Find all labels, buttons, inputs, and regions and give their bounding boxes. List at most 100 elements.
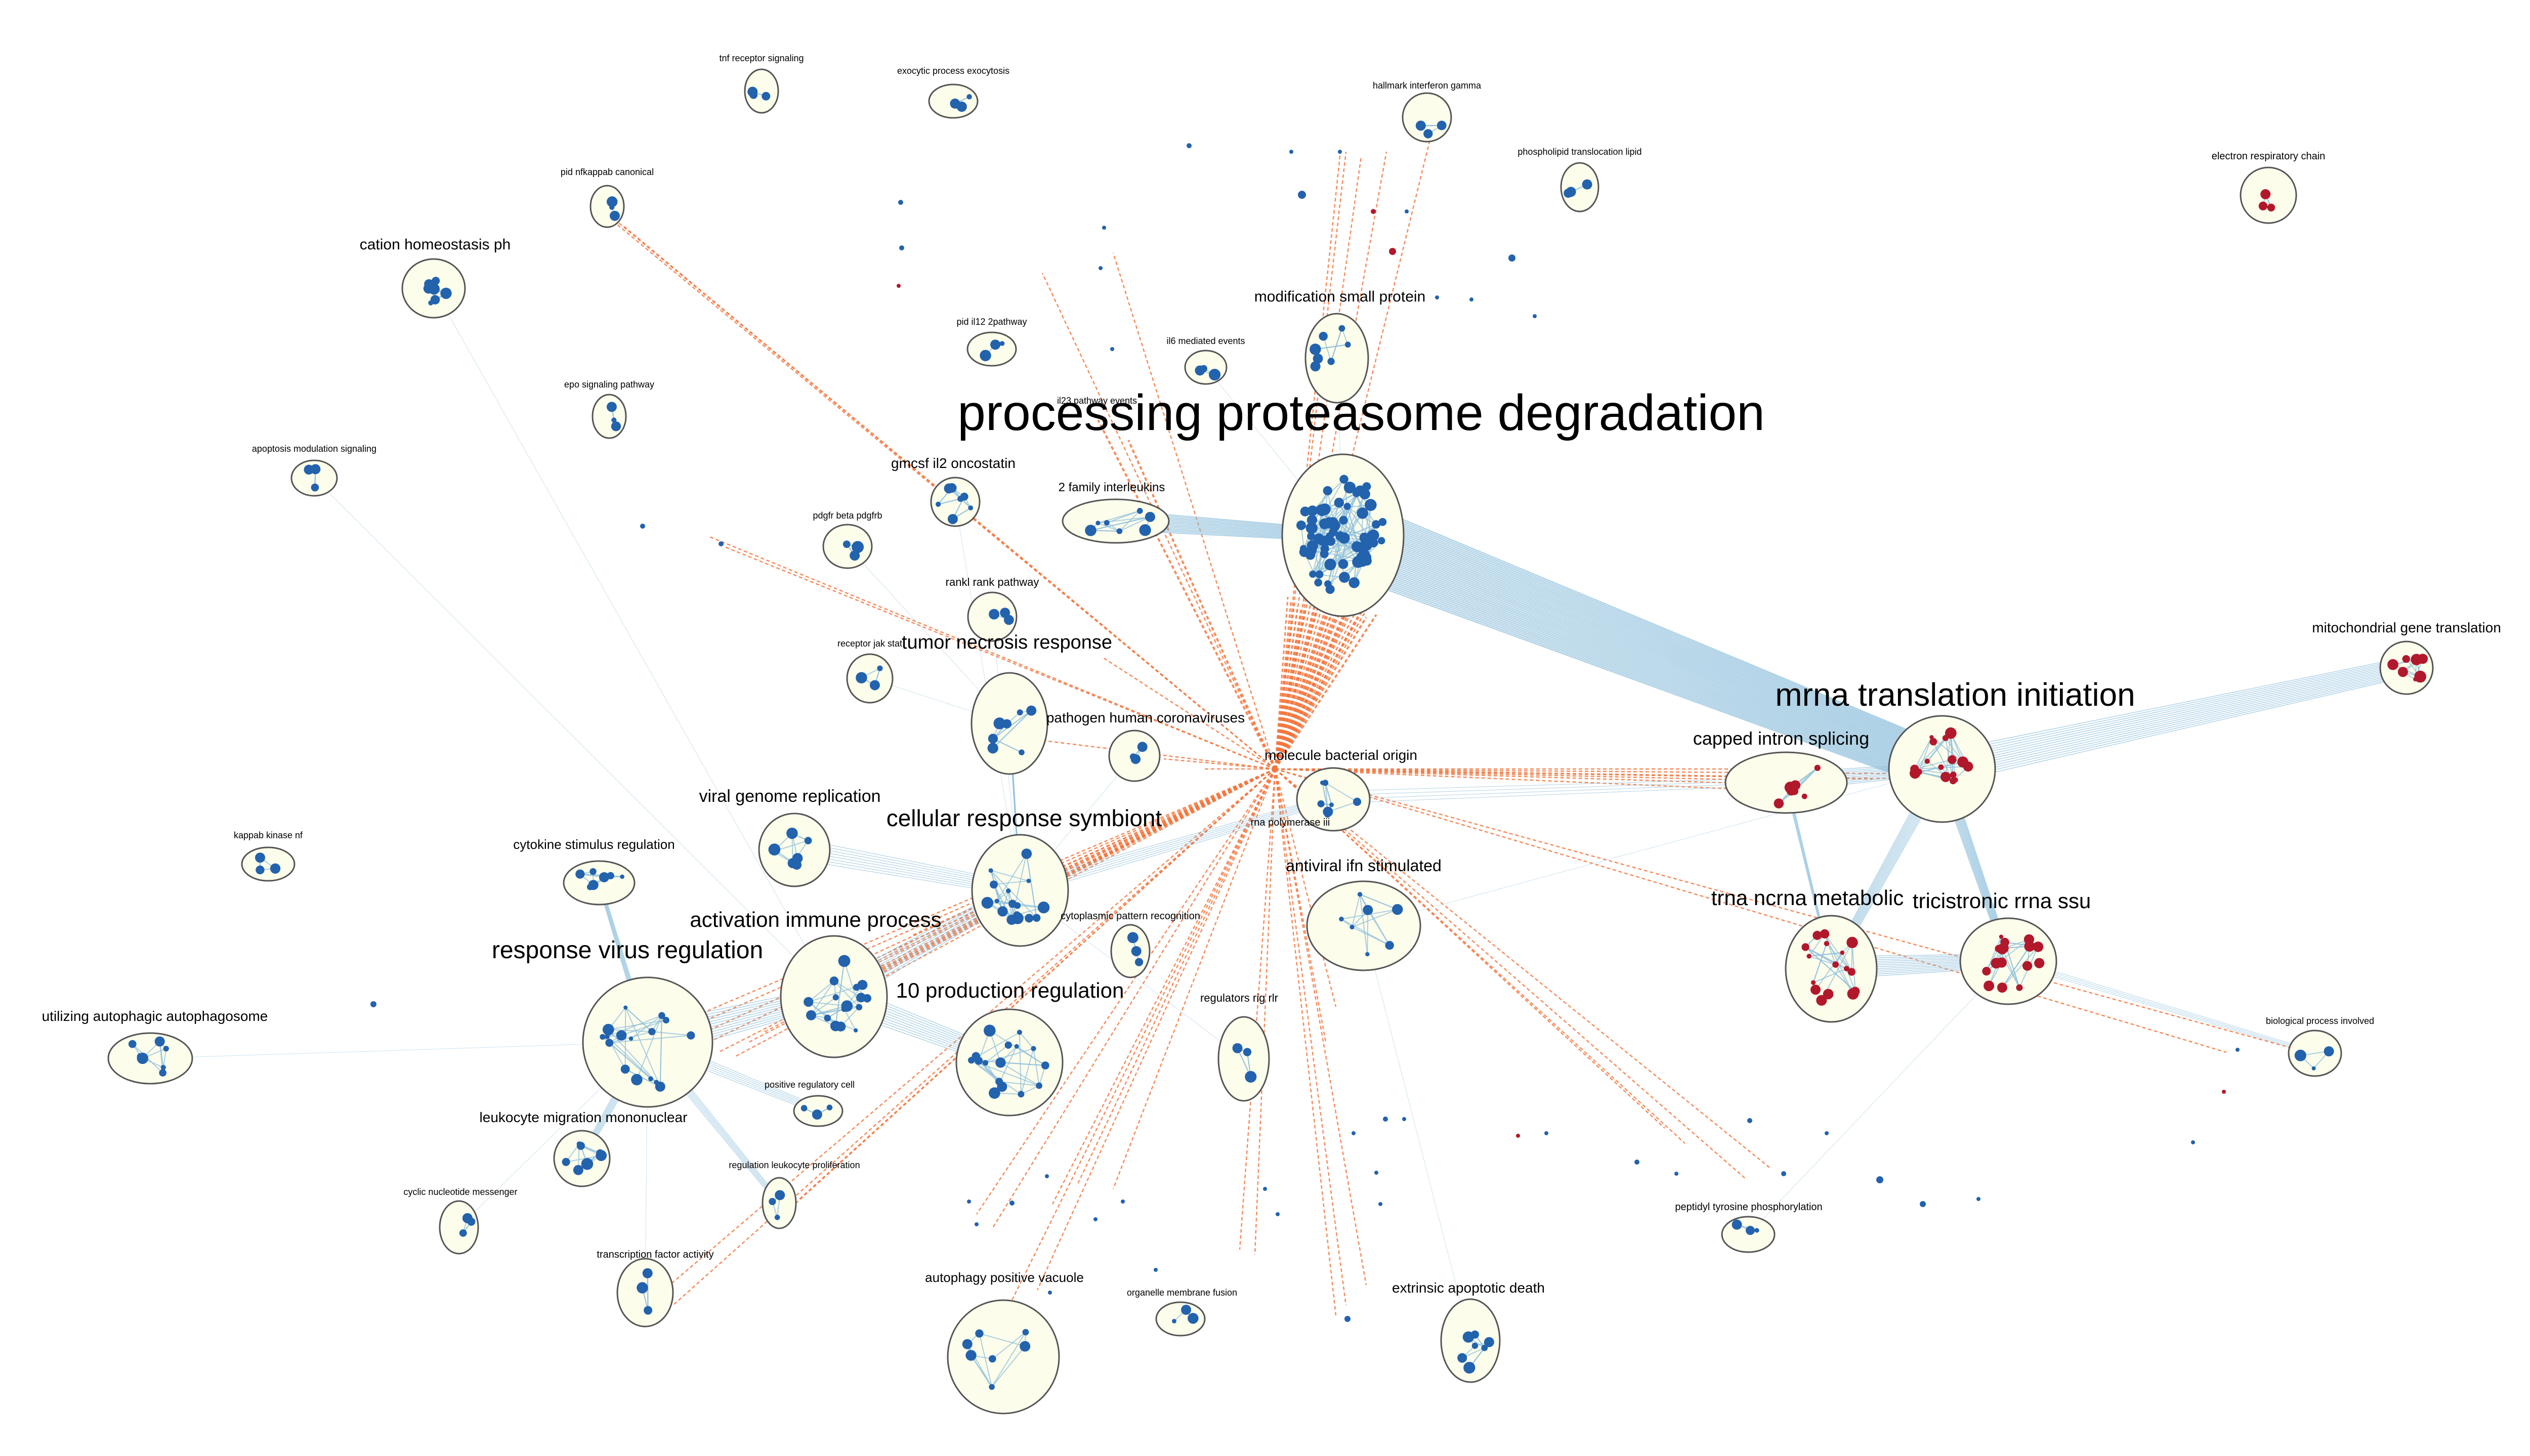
singleton-node[interactable] <box>1508 254 1515 262</box>
singleton-node[interactable] <box>1121 1200 1125 1204</box>
gene-node[interactable] <box>1017 709 1023 716</box>
gene-node[interactable] <box>1343 502 1351 510</box>
gene-node[interactable] <box>1840 950 1845 955</box>
singleton-node[interactable] <box>1544 1131 1548 1135</box>
gene-node[interactable] <box>1463 1361 1475 1374</box>
gene-node[interactable] <box>1984 980 1995 992</box>
gene-node[interactable] <box>600 1034 606 1040</box>
singleton-node[interactable] <box>1435 295 1439 299</box>
gene-node[interactable] <box>1310 361 1321 372</box>
gene-node[interactable] <box>1320 549 1329 559</box>
gene-node[interactable] <box>1324 559 1336 571</box>
gene-node[interactable] <box>1362 482 1371 491</box>
gene-node[interactable] <box>1353 541 1362 551</box>
gene-node[interactable] <box>637 1282 648 1294</box>
gene-node[interactable] <box>1938 764 1944 770</box>
gene-node[interactable] <box>424 279 434 289</box>
gene-node[interactable] <box>1003 615 1014 625</box>
cluster-cation[interactable] <box>401 258 466 319</box>
gene-node[interactable] <box>1324 580 1332 588</box>
gene-node[interactable] <box>1846 936 1858 949</box>
gene-node[interactable] <box>1316 504 1327 516</box>
gene-node[interactable] <box>1181 1305 1192 1315</box>
gene-node[interactable] <box>947 513 958 524</box>
singleton-node[interactable] <box>1674 1172 1678 1176</box>
gene-node[interactable] <box>2402 655 2410 663</box>
gene-node[interactable] <box>1344 341 1351 348</box>
gene-node[interactable] <box>1005 888 1011 893</box>
gene-node[interactable] <box>648 1027 656 1036</box>
gene-node[interactable] <box>589 868 597 875</box>
gene-node[interactable] <box>1025 914 1034 923</box>
gene-node[interactable] <box>968 505 974 510</box>
gene-node[interactable] <box>658 1012 665 1019</box>
gene-node[interactable] <box>599 872 609 882</box>
gene-node[interactable] <box>604 1034 610 1039</box>
gene-node[interactable] <box>607 872 614 880</box>
gene-node[interactable] <box>1820 929 1830 939</box>
gene-node[interactable] <box>2016 984 2023 991</box>
singleton-node[interactable] <box>975 1222 979 1226</box>
gene-node[interactable] <box>1300 506 1310 517</box>
gene-node[interactable] <box>467 1217 476 1226</box>
gene-node[interactable] <box>1326 532 1334 540</box>
gene-node[interactable] <box>1019 749 1025 756</box>
gene-node[interactable] <box>997 906 1008 917</box>
gene-node[interactable] <box>459 1229 467 1237</box>
gene-node[interactable] <box>994 898 999 904</box>
gene-node[interactable] <box>1991 958 2002 969</box>
gene-node[interactable] <box>1004 1041 1012 1049</box>
gene-node[interactable] <box>430 295 440 305</box>
gene-node[interactable] <box>762 92 771 101</box>
gene-node[interactable] <box>1997 982 2007 993</box>
singleton-node[interactable] <box>1781 1171 1786 1176</box>
gene-node[interactable] <box>988 734 998 744</box>
gene-node[interactable] <box>989 609 1000 620</box>
gene-node[interactable] <box>432 277 440 285</box>
gene-node[interactable] <box>1334 497 1344 508</box>
cluster-gmcsf[interactable] <box>930 477 981 527</box>
gene-node[interactable] <box>988 868 993 873</box>
cluster-autophago[interactable] <box>107 1032 193 1085</box>
gene-node[interactable] <box>270 863 281 874</box>
gene-node[interactable] <box>968 1057 975 1064</box>
gene-node[interactable] <box>1353 797 1362 806</box>
gene-node[interactable] <box>623 1005 628 1010</box>
gene-node[interactable] <box>606 402 617 412</box>
gene-node[interactable] <box>975 1056 983 1065</box>
singleton-node[interactable] <box>640 524 645 529</box>
gene-node[interactable] <box>936 501 941 507</box>
gene-node[interactable] <box>842 540 851 548</box>
gene-node[interactable] <box>1368 538 1378 548</box>
singleton-node[interactable] <box>2191 1140 2195 1144</box>
gene-node[interactable] <box>1774 798 1784 808</box>
gene-node[interactable] <box>1940 772 1951 782</box>
gene-node[interactable] <box>1824 940 1830 947</box>
cluster-kappab[interactable] <box>241 846 296 882</box>
singleton-node[interactable] <box>1976 1197 1980 1201</box>
gene-node[interactable] <box>841 1006 847 1012</box>
cluster-nfkb[interactable] <box>589 185 625 228</box>
gene-node[interactable] <box>1948 755 1957 764</box>
cluster-il10[interactable] <box>955 1008 1064 1117</box>
singleton-node[interactable] <box>1405 209 1409 213</box>
gene-node[interactable] <box>838 955 851 967</box>
gene-node[interactable] <box>1462 1331 1474 1343</box>
gene-node[interactable] <box>975 1329 984 1338</box>
gene-node[interactable] <box>1188 1313 1199 1324</box>
cluster-modif[interactable] <box>1304 313 1369 404</box>
singleton-node[interactable] <box>1876 1176 1883 1183</box>
gene-node[interactable] <box>835 1021 846 1032</box>
gene-node[interactable] <box>1339 475 1348 484</box>
gene-node[interactable] <box>2258 201 2268 210</box>
gene-node[interactable] <box>1945 727 1957 739</box>
gene-node[interactable] <box>581 1158 594 1170</box>
gene-node[interactable] <box>1806 954 1811 959</box>
gene-node[interactable] <box>1017 1030 1023 1035</box>
gene-node[interactable] <box>2324 1046 2334 1057</box>
gene-node[interactable] <box>573 1165 583 1175</box>
singleton-node[interactable] <box>1298 191 1306 199</box>
cluster-mito[interactable] <box>2379 640 2434 695</box>
gene-node[interactable] <box>128 1040 137 1048</box>
gene-node[interactable] <box>1998 943 2009 954</box>
